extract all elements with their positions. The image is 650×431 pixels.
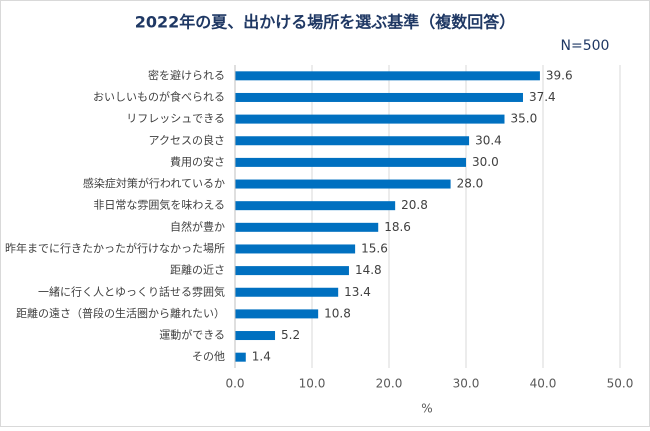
data-label: 35.0 [511,112,538,126]
bar [235,136,470,146]
data-label: 15.6 [361,241,388,255]
data-label: 30.0 [472,155,499,169]
y-tick-label: 一緒に行く人とゆっくり話せる雰囲気 [38,284,225,298]
bar [235,309,319,319]
data-label: 28.0 [457,177,484,191]
data-label: 13.4 [344,285,371,299]
bar [235,244,356,254]
bar [235,266,349,276]
x-tick-label: 40.0 [530,377,557,391]
y-tick-label: 費用の安さ [170,154,225,168]
x-tick-label: 10.0 [299,377,326,391]
bar [235,71,540,81]
y-tick-label: 距離の近さ [170,263,225,277]
x-tick-label: 20.0 [376,377,403,391]
bar [235,157,466,167]
y-tick-label: 非日常な雰囲気を味わえる [93,198,225,212]
bar [235,352,246,362]
y-tick-label: 距離の遠さ（普段の生活圏から離れたい） [16,306,225,320]
bar [235,287,339,297]
y-tick-label: 自然が豊か [170,219,225,233]
data-label: 5.2 [281,328,300,342]
annotation: N=500 [561,38,610,54]
data-label: 37.4 [529,90,556,104]
y-tick-label: 運動ができる [159,328,225,342]
data-label: 14.8 [355,263,382,277]
data-label: 39.6 [546,68,573,82]
bar [235,201,396,211]
data-label: 18.6 [384,220,411,234]
data-label: 20.8 [401,198,428,212]
data-label: 10.8 [324,306,351,320]
data-label: 1.4 [252,350,271,364]
x-tick-label: 50.0 [607,377,634,391]
bar [235,222,379,232]
y-tick-label: おいしいものが食べられる [93,89,225,103]
bar [235,331,276,341]
x-tick-label: 0.0 [225,377,244,391]
bar [235,114,505,124]
y-tick-label: 感染症対策が行われているか [83,176,225,190]
y-tick-label: アクセスの良さ [149,133,225,147]
y-tick-label: その他 [192,350,225,363]
bar [235,92,523,102]
data-label: 30.4 [475,133,502,147]
y-tick-label: 昨年までに行きたかったが行けなかった場所 [5,241,225,255]
y-tick-label: 密を避けられる [148,68,225,82]
x-tick-label: 30.0 [453,377,480,391]
bar [235,179,451,189]
y-tick-label: リフレッシュできる [126,112,225,125]
chart-title: 2022年の夏、出かける場所を選ぶ基準（複数回答） [135,13,516,32]
x-axis-label: % [421,402,432,416]
